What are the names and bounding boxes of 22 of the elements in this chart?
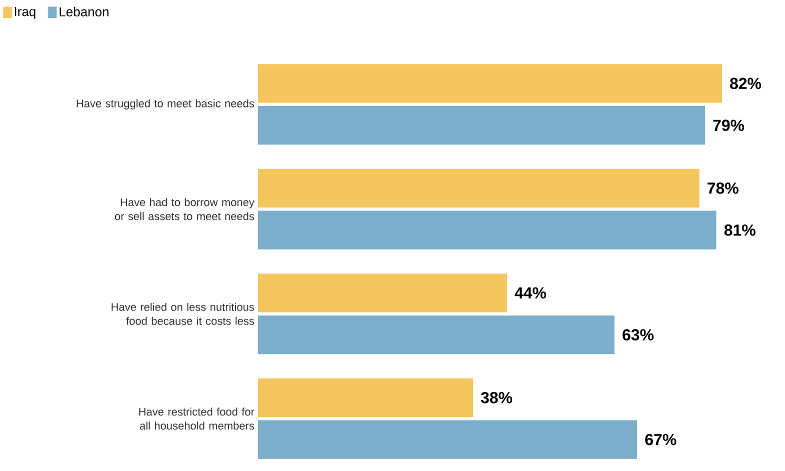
data-label: 82% (730, 78, 762, 90)
bar (258, 168, 700, 208)
bar (258, 420, 638, 459)
data-label: 63% (622, 329, 654, 340)
y-tick-label: Have struggled to meet basic needs (76, 99, 254, 110)
bar (258, 274, 507, 312)
legend-label: Iraq (14, 7, 36, 19)
bar (258, 106, 706, 145)
data-label: 67% (645, 434, 676, 446)
data-label: 78% (708, 182, 738, 194)
data-label: 81% (724, 224, 756, 236)
data-label: 38% (480, 392, 512, 404)
bar (258, 210, 716, 250)
y-tick-label: Have relied on less nutritious food because it costs less (112, 302, 254, 325)
y-tick-label: Have restricted food for all household members (139, 408, 254, 430)
legend-label: Lebanon (60, 6, 108, 16)
bar (258, 378, 474, 417)
data-label: 44% (514, 287, 546, 299)
bar (258, 64, 722, 103)
data-label: 79% (713, 120, 744, 131)
y-tick-label: Have had to borrow money or sell assets to meet needs (114, 198, 254, 220)
bar (258, 316, 614, 354)
